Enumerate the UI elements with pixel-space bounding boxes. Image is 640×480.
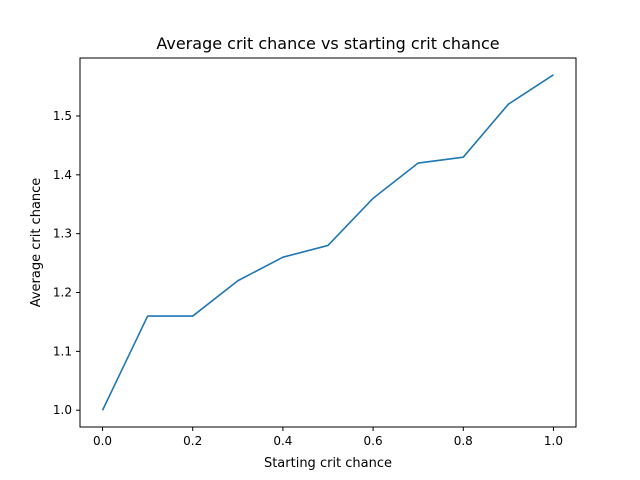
series-line (101, 74, 554, 411)
y-tick-label: 1.0 (53, 403, 72, 417)
x-tick-label: 0.8 (454, 434, 473, 448)
x-axis-label: Starting crit chance (264, 456, 392, 471)
x-tick-label: 0.2 (183, 434, 202, 448)
y-tick-label: 1.5 (53, 109, 72, 123)
x-tick-label: 0.0 (93, 434, 112, 448)
x-tick-label: 0.6 (364, 434, 383, 448)
y-axis: 1.0 1.1 1.2 1.3 1.4 1.5 (53, 109, 80, 417)
plot-background (80, 58, 576, 427)
y-axis-label: Average crit chance (29, 178, 44, 308)
y-tick-label: 1.1 (53, 344, 72, 358)
chart-title: Average crit chance vs starting crit cha… (156, 34, 499, 53)
y-tick-label: 1.3 (53, 227, 72, 241)
y-tick-label: 1.4 (53, 168, 72, 182)
x-tick-label: 1.0 (544, 434, 563, 448)
x-tick-label: 0.4 (273, 434, 292, 448)
x-axis: 0.0 0.2 0.4 0.6 0.8 1.0 (93, 427, 563, 448)
plot-frame (79, 57, 577, 428)
y-tick-label: 1.2 (53, 286, 72, 300)
plot-area (79, 57, 577, 428)
